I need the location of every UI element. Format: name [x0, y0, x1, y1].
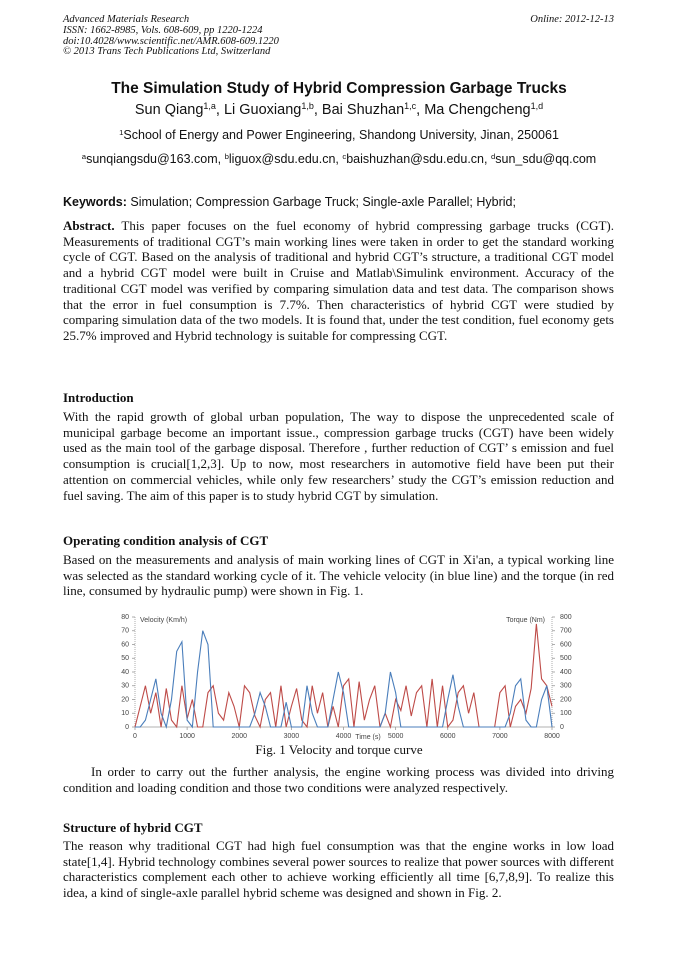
x-tick-label: 7000 — [492, 733, 508, 740]
x-tick-label: 0 — [133, 733, 137, 740]
keywords-text: Simulation; Compression Garbage Truck; S… — [130, 195, 516, 209]
affiliation-mark: 1 — [119, 127, 124, 137]
author-mark: 1,d — [530, 101, 544, 112]
y2-tick-label: 100 — [560, 710, 572, 717]
paragraph-text: Based on the measurements and analysis o… — [63, 552, 614, 599]
paper-title: The Simulation Study of Hybrid Compressi… — [111, 80, 567, 97]
y-axis-label: Velocity (Km/h) — [140, 617, 187, 624]
author-mark: 1,c — [404, 101, 417, 112]
email: baishuzhan@sdu.edu.cn, — [346, 152, 491, 166]
chart: Velocity (Km/h) Torque (Nm) Time (s) 0 10… — [121, 614, 572, 741]
email: liguox@sdu.edu.cn, — [228, 152, 343, 166]
abstract: Abstract. This paper focuses on the fuel… — [63, 218, 614, 344]
author-mark: 1,a — [203, 101, 216, 112]
section-heading: Operating condition analysis of CGT — [63, 533, 269, 548]
journal-line: Advanced Materials Research — [63, 14, 190, 25]
x-tick-label: 8000 — [544, 733, 560, 740]
y-tick-label: 80 — [121, 614, 129, 621]
email-mark: c — [342, 151, 347, 161]
y2-tick-label: 700 — [560, 628, 572, 635]
keywords-label: Keywords: — [63, 195, 127, 209]
journal-info: Advanced Materials Research ISSN: 1662-8… — [63, 14, 279, 58]
y-tick-label: 70 — [121, 628, 129, 635]
y2-tick-label: 800 — [560, 614, 572, 621]
author-name: Sun Qiang — [134, 102, 204, 118]
paragraph: In order to carry out the further analys… — [63, 764, 614, 795]
paragraph: Based on the measurements and analysis o… — [63, 552, 614, 599]
y2-tick-label: 400 — [560, 669, 572, 676]
email-mark: b — [224, 151, 229, 161]
figure-caption: Fig. 1 Velocity and torque curve — [255, 742, 423, 757]
paragraph-text: The reason why traditional CGT had high … — [63, 838, 614, 901]
x-tick-label: 1000 — [179, 733, 195, 740]
paragraph-text: In order to carry out the further analys… — [63, 764, 614, 795]
y-tick-label: 0 — [125, 724, 129, 731]
y2-tick-label: 600 — [560, 641, 572, 648]
author-name: , Bai Shuzhan — [313, 102, 405, 118]
author-name: , Li Guoxiang — [215, 102, 302, 118]
y-tick-label: 10 — [121, 710, 129, 717]
paragraph: The reason why traditional CGT had high … — [63, 838, 614, 901]
abstract-text: This paper focuses on the fuel economy o… — [63, 218, 614, 343]
y2-tick-label: 0 — [560, 724, 564, 731]
email: sun_sdu@qq.com — [495, 152, 597, 166]
journal-line: © 2013 Trans Tech Publications Ltd, Swit… — [63, 46, 271, 58]
x-tick-label: 2000 — [231, 733, 247, 740]
authors: Sun Qiang1,a, Li Guoxiang1,b, Bai Shuzha… — [0, 102, 678, 118]
data-line — [135, 630, 553, 730]
email-mark: a — [81, 151, 87, 161]
keywords: Keywords: Simulation; Compression Garbag… — [63, 195, 516, 209]
section-heading: Structure of hybrid CGT — [63, 820, 203, 835]
author-mark: 1,b — [301, 101, 314, 112]
online-date: Online: 2012-12-13 — [530, 14, 614, 25]
journal-line: doi:10.4028/www.scientific.net/AMR.608-6… — [63, 35, 279, 47]
affiliation-text: School of Energy and Power Engineering, … — [123, 128, 559, 142]
y2-axis-label: Torque (Nm) — [506, 617, 545, 624]
x-tick-label: 3000 — [284, 733, 300, 740]
author-name: , Ma Chengcheng — [416, 102, 531, 118]
journal-line: ISSN: 1662-8985, Vols. 608-609, pp 1220-… — [63, 24, 263, 36]
emails: asunqiangsdu@163.com, bliguox@sdu.edu.cn… — [0, 152, 678, 166]
y-tick-label: 20 — [121, 696, 129, 703]
y-tick-label: 30 — [121, 683, 129, 690]
section-heading: Introduction — [63, 390, 134, 405]
y-tick-label: 60 — [121, 641, 129, 648]
paragraph-text: With the rapid growth of global urban po… — [63, 409, 614, 503]
email: sunqiangsdu@163.com, — [86, 152, 225, 166]
x-tick-label: 4000 — [336, 733, 352, 740]
y2-tick-label: 500 — [560, 655, 572, 662]
affiliation: 1School of Energy and Power Engineering,… — [0, 128, 678, 142]
abstract-label: Abstract. — [63, 218, 115, 233]
y2-tick-label: 200 — [560, 696, 572, 703]
paragraph: With the rapid growth of global urban po… — [63, 409, 614, 503]
x-tick-label: 5000 — [388, 733, 404, 740]
email-mark: d — [490, 151, 496, 161]
x-tick-label: 6000 — [440, 733, 456, 740]
x-axis-label: Time (s) — [355, 734, 380, 741]
y2-tick-label: 300 — [560, 683, 572, 690]
y-tick-label: 40 — [121, 669, 129, 676]
y-tick-label: 50 — [121, 655, 129, 662]
